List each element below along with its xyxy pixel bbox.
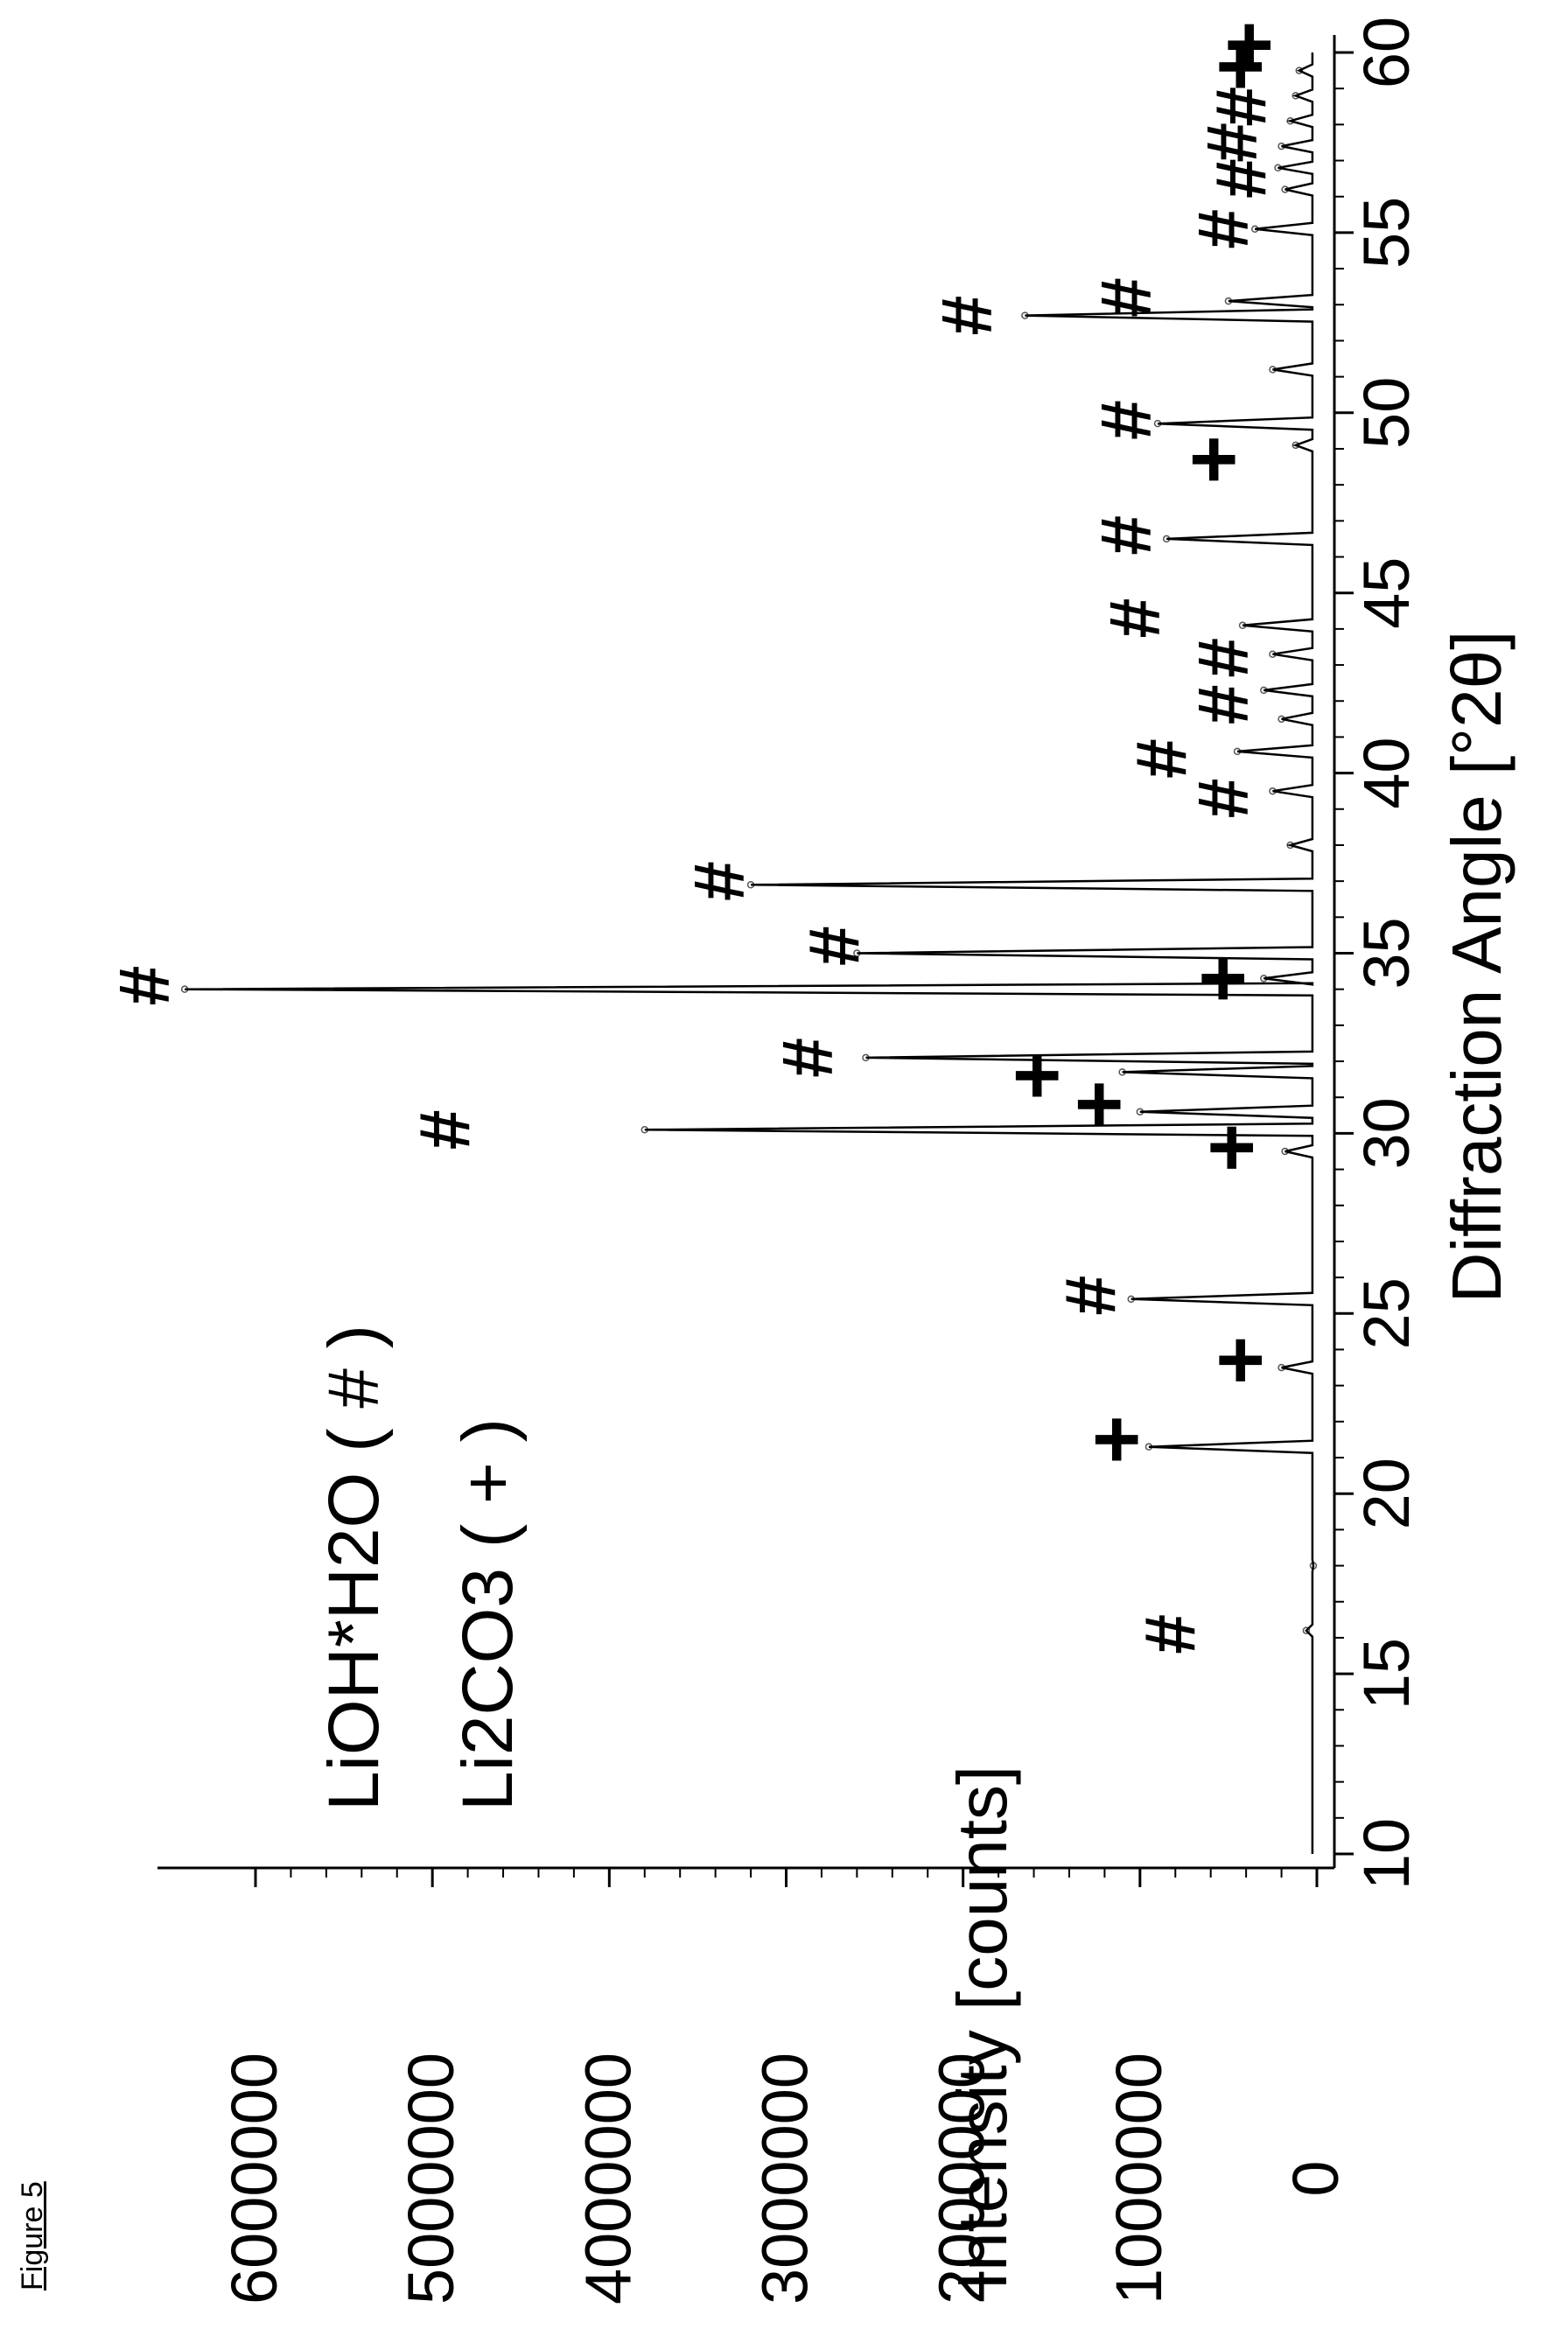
annotations-group: #++#+#++## +########+## #####++ xyxy=(104,21,1295,1654)
ticks-group: 10 15 20 25 30 35 40 45 50 55 60 0 1000000 2000000 300… xyxy=(218,17,1423,2305)
y-tick-label-4000000: 4000000 xyxy=(571,2053,644,2305)
annotation-hash: # xyxy=(679,861,759,901)
annotation-plus: + xyxy=(1193,42,1286,91)
y-tick-label-6000000: 6000000 xyxy=(218,2053,290,2305)
annotation-hash: # xyxy=(1086,277,1166,318)
annotation-plus: + xyxy=(1193,1336,1286,1385)
annotation-hash: # xyxy=(1051,1276,1130,1316)
annotation-hash: # xyxy=(1184,638,1264,678)
y-tick-label-5000000: 5000000 xyxy=(395,2053,467,2305)
x-tick-label-20: 20 xyxy=(1350,1458,1423,1529)
annotation-plus: + xyxy=(1166,435,1260,484)
series-group xyxy=(180,52,1318,1854)
diffraction-line xyxy=(185,52,1315,1854)
annotation-hash: # xyxy=(1184,779,1264,819)
annotation-hash: # xyxy=(1095,598,1174,639)
annotation-plus: + xyxy=(1202,21,1296,70)
x-tick-label-45: 45 xyxy=(1350,557,1423,629)
y-tick-label-2000000: 2000000 xyxy=(926,2053,998,2305)
annotation-plus: + xyxy=(1052,1080,1145,1129)
annotation-hash: # xyxy=(104,966,184,1006)
x-tick-label-50: 50 xyxy=(1350,377,1423,449)
y-tick-label-0: 0 xyxy=(1279,2160,1352,2196)
annotation-hash: # xyxy=(1193,122,1272,163)
annotation-hash: # xyxy=(1184,685,1264,725)
x-tick-label-10: 10 xyxy=(1350,1818,1423,1890)
annotation-hash: # xyxy=(767,1038,847,1078)
x-tick-label-55: 55 xyxy=(1350,197,1423,269)
annotation-plus: + xyxy=(1175,954,1269,1003)
annotation-hash: # xyxy=(1130,1614,1210,1654)
x-tick-label-40: 40 xyxy=(1350,737,1423,808)
x-tick-label-60: 60 xyxy=(1350,17,1423,88)
x-tick-label-35: 35 xyxy=(1350,917,1423,989)
annotation-hash: # xyxy=(1086,400,1166,440)
annotation-hash: # xyxy=(1122,738,1201,779)
y-tick-label-1000000: 1000000 xyxy=(1102,2053,1175,2305)
x-tick-label-15: 15 xyxy=(1350,1638,1423,1710)
annotation-hash: # xyxy=(1086,515,1166,556)
annotation-hash: # xyxy=(405,1109,485,1150)
legend-entry-0: LiOH*H2O ( # ) xyxy=(314,1325,394,1811)
legend-group: LiOH*H2O ( # ) Li2CO3 ( + ) xyxy=(314,1325,528,1811)
y-tick-label-3000000: 3000000 xyxy=(749,2053,822,2305)
x-tick-label-25: 25 xyxy=(1350,1277,1423,1349)
x-axis-label: Diffraction Angle [°2θ] xyxy=(1438,631,1516,1304)
annotation-hash: # xyxy=(1184,209,1264,249)
annotation-hash: # xyxy=(1201,87,1281,127)
legend-entry-1: Li2CO3 ( + ) xyxy=(448,1418,528,1811)
annotation-plus: + xyxy=(1184,1123,1278,1172)
y-axis-label: Intensity [counts] xyxy=(943,1766,1021,2291)
x-tick-label-30: 30 xyxy=(1350,1097,1423,1169)
annotation-hash: # xyxy=(1201,158,1281,199)
annotation-plus: + xyxy=(990,1051,1083,1100)
annotation-plus: + xyxy=(1069,1415,1163,1464)
annotation-hash: # xyxy=(794,926,874,966)
annotation-hash: # xyxy=(927,296,1006,336)
